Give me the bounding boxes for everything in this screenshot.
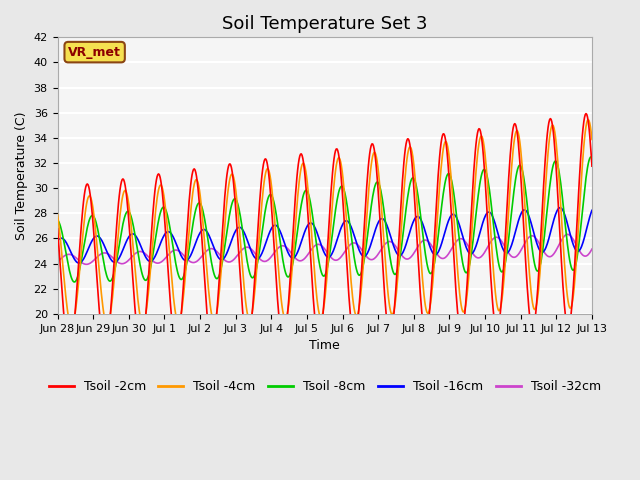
Tsoil -4cm: [68, 323, 76, 329]
Line: Tsoil -16cm: Tsoil -16cm: [58, 208, 592, 263]
Tsoil -2cm: [588, 163, 596, 169]
Tsoil -16cm: [63, 241, 71, 247]
Tsoil -16cm: [406, 229, 413, 235]
Tsoil -16cm: [556, 205, 564, 211]
Tsoil -32cm: [564, 231, 572, 237]
Tsoil -16cm: [119, 247, 127, 252]
Tsoil -32cm: [406, 255, 413, 261]
Tsoil -2cm: [202, 290, 209, 296]
Tsoil -16cm: [173, 243, 181, 249]
Tsoil -32cm: [83, 262, 90, 267]
Tsoil -2cm: [119, 176, 127, 182]
Tsoil -2cm: [65, 348, 73, 354]
Tsoil -32cm: [588, 246, 596, 252]
Tsoil -2cm: [54, 226, 61, 232]
Tsoil -2cm: [173, 342, 181, 348]
Y-axis label: Soil Temperature (C): Soil Temperature (C): [15, 111, 28, 240]
Tsoil -32cm: [173, 247, 181, 253]
Tsoil -4cm: [173, 318, 181, 324]
Tsoil -4cm: [119, 192, 127, 198]
Line: Tsoil -2cm: Tsoil -2cm: [58, 114, 592, 351]
Tsoil -4cm: [202, 251, 209, 256]
Tsoil -2cm: [582, 111, 590, 117]
Tsoil -8cm: [71, 279, 79, 285]
Tsoil -2cm: [390, 308, 398, 313]
Title: Soil Temperature Set 3: Soil Temperature Set 3: [222, 15, 428, 33]
Line: Tsoil -32cm: Tsoil -32cm: [58, 234, 592, 264]
Tsoil -2cm: [406, 142, 413, 147]
Legend: Tsoil -2cm, Tsoil -4cm, Tsoil -8cm, Tsoil -16cm, Tsoil -32cm: Tsoil -2cm, Tsoil -4cm, Tsoil -8cm, Tsoi…: [44, 375, 606, 398]
Tsoil -8cm: [63, 257, 71, 263]
X-axis label: Time: Time: [309, 339, 340, 352]
Tsoil -32cm: [119, 261, 127, 266]
Tsoil -2cm: [63, 342, 71, 348]
Tsoil -16cm: [54, 238, 61, 244]
Tsoil -32cm: [202, 249, 209, 255]
Tsoil -4cm: [588, 136, 596, 142]
Tsoil -8cm: [173, 267, 181, 273]
Tsoil -16cm: [202, 227, 209, 233]
Tsoil -32cm: [63, 252, 71, 257]
Tsoil -32cm: [390, 241, 398, 247]
Line: Tsoil -8cm: Tsoil -8cm: [58, 157, 592, 282]
Tsoil -4cm: [63, 305, 71, 311]
Tsoil -32cm: [54, 259, 61, 264]
Tsoil -4cm: [54, 211, 61, 217]
Text: VR_met: VR_met: [68, 46, 121, 59]
Tsoil -4cm: [584, 117, 592, 122]
Tsoil -16cm: [76, 260, 83, 266]
Tsoil -4cm: [406, 144, 413, 150]
Tsoil -4cm: [390, 306, 398, 312]
Tsoil -8cm: [390, 271, 398, 277]
Tsoil -8cm: [588, 154, 595, 160]
Line: Tsoil -4cm: Tsoil -4cm: [58, 120, 592, 326]
Tsoil -8cm: [202, 221, 209, 227]
Tsoil -16cm: [390, 245, 398, 251]
Tsoil -8cm: [406, 182, 413, 188]
Tsoil -8cm: [588, 155, 596, 160]
Tsoil -8cm: [54, 217, 61, 223]
Tsoil -16cm: [588, 207, 596, 213]
Tsoil -8cm: [119, 221, 127, 227]
